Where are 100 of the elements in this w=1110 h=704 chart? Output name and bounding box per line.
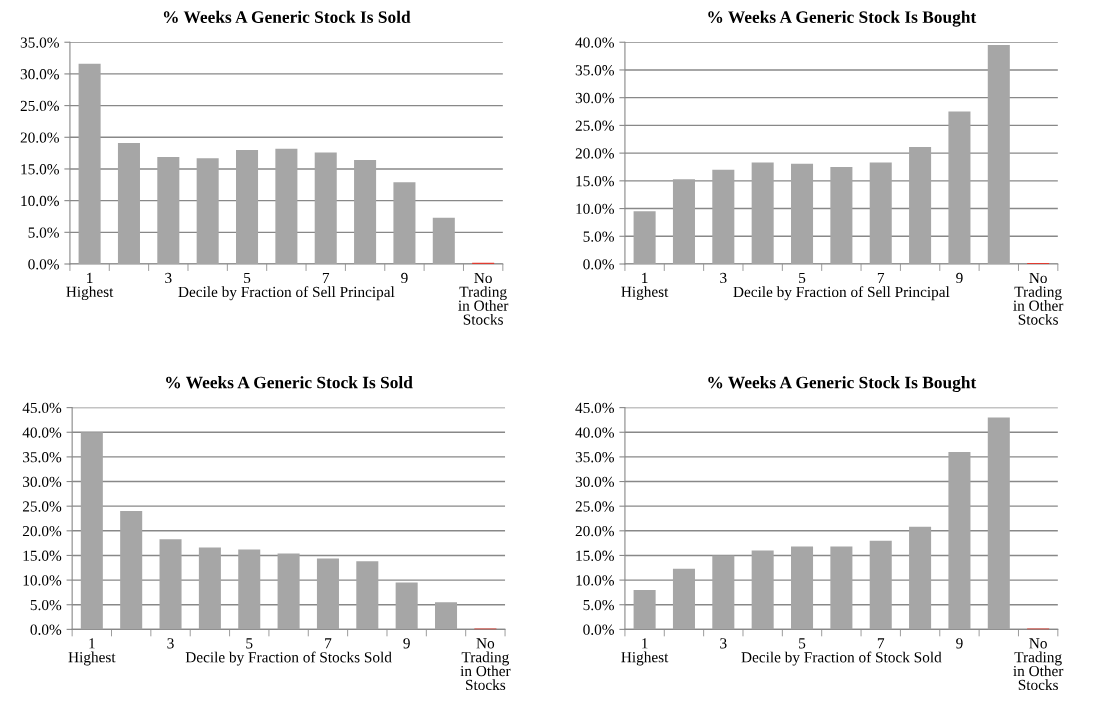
y-tick-label: 10.0% [576,575,614,586]
y-tick-label: 15.0% [576,550,614,561]
y-tick-label: 40.0% [575,37,614,48]
chart-title: % Weeks A Generic Stock Is Bought [708,10,977,27]
bar [80,432,103,630]
bar [751,162,774,264]
bar [869,540,892,630]
bar [314,152,337,264]
y-tick-label: 35.0% [575,452,614,463]
bar [830,166,853,264]
bar [909,526,932,630]
y-tick-label: 35.0% [575,65,614,76]
bar [78,63,101,264]
y-tick-label: 20.0% [22,525,62,537]
x-tick-label: 1 Highest [68,638,116,666]
x-tick-label: 1 Highest [621,272,669,301]
bar [316,558,339,630]
bar [196,158,219,264]
bar [909,147,932,264]
y-tick-label: 30.0% [20,69,59,80]
x-tick-label: No Trading in Other Stocks [1013,638,1064,691]
bar [356,561,379,630]
y-tick-label: 10.0% [23,575,62,586]
chart-title: % Weeks A Generic Stock Is Sold [163,10,411,24]
x-axis-title: Decile by Fraction of Sell Principal [733,286,950,301]
chart-title: % Weeks A Generic Stock Is Bought [708,376,977,392]
y-tick-label: 40.0% [575,427,614,438]
bar [791,546,814,630]
y-tick-label: 20.0% [20,132,59,143]
y-tick-label: 35.0% [23,452,62,463]
x-tick-label: 3 [720,272,727,284]
x-tick-label: 1 Highest [66,272,114,301]
bar [393,182,416,264]
bar [120,511,143,630]
bar [869,162,892,264]
y-tick-label: 5.0% [30,599,62,611]
x-tick-label: 3 [167,638,174,649]
y-tick-label: 35.0% [20,37,59,48]
y-tick-label: 30.0% [575,92,614,104]
bar [751,550,774,630]
x-tick-label: 9 [401,272,408,284]
y-tick-label: 0.0% [583,259,614,270]
bar [117,142,140,264]
bar [948,111,971,264]
bar [432,217,455,264]
bar [159,539,182,630]
chart-title: % Weeks A Generic Stock Is Sold [166,376,413,389]
x-tick-label: 5 [244,272,251,284]
x-tick-label: 9 [956,638,963,649]
y-tick-label: 15.0% [576,175,614,187]
y-tick-label: 45.0% [22,402,62,414]
y-tick-label: 25.0% [575,120,614,131]
x-tick-label: No Trading in Other Stocks [458,272,509,325]
y-tick-label: 40.0% [22,427,62,438]
bar [987,417,1010,630]
y-tick-label: 30.0% [575,476,614,488]
y-tick-label: 5.0% [583,599,614,611]
bar [712,169,735,264]
bar [633,211,656,264]
x-tick-label: 1 Highest [621,638,669,666]
y-tick-label: 0.0% [28,259,59,270]
bar [395,582,418,630]
y-tick-label: 20.0% [575,148,614,159]
x-tick-label: 7 [877,638,885,649]
y-tick-label: 10.0% [21,195,59,207]
y-tick-label: 10.0% [576,203,614,215]
bar [238,549,261,630]
bar [354,160,377,264]
y-tick-label: 5.0% [28,227,59,238]
bar [791,163,814,264]
bar [948,451,971,630]
bar [435,602,458,630]
x-tick-label: 5 [246,638,253,649]
x-axis-title: Decile by Fraction of Sell Principal [178,286,395,301]
y-tick-label: 25.0% [22,501,62,512]
x-tick-label: 5 [799,272,806,284]
bar [830,546,853,630]
bar [987,45,1010,264]
x-tick-label: 5 [799,638,806,649]
y-tick-label: 0.0% [30,624,62,635]
x-tick-label: 7 [877,272,885,283]
y-tick-label: 25.0% [20,100,59,112]
bar [277,553,300,630]
bar [275,148,298,264]
bar [672,568,695,630]
y-tick-label: 15.0% [23,550,62,561]
bar [157,156,180,264]
x-axis-title: Decile by Fraction of Stocks Sold [185,651,392,666]
x-tick-label: 9 [403,638,410,649]
bar [712,555,735,630]
x-tick-label: No Trading in Other Stocks [1013,272,1064,325]
y-tick-label: 45.0% [575,402,614,414]
x-tick-label: 3 [165,272,172,284]
bar [236,149,259,264]
bar [633,589,656,630]
x-axis-title: Decile by Fraction of Stock Sold [741,651,942,666]
y-tick-label: 5.0% [583,231,614,242]
y-tick-label: 0.0% [583,624,614,635]
y-tick-label: 20.0% [575,525,614,537]
x-tick-label: No Trading in Other Stocks [460,638,511,691]
